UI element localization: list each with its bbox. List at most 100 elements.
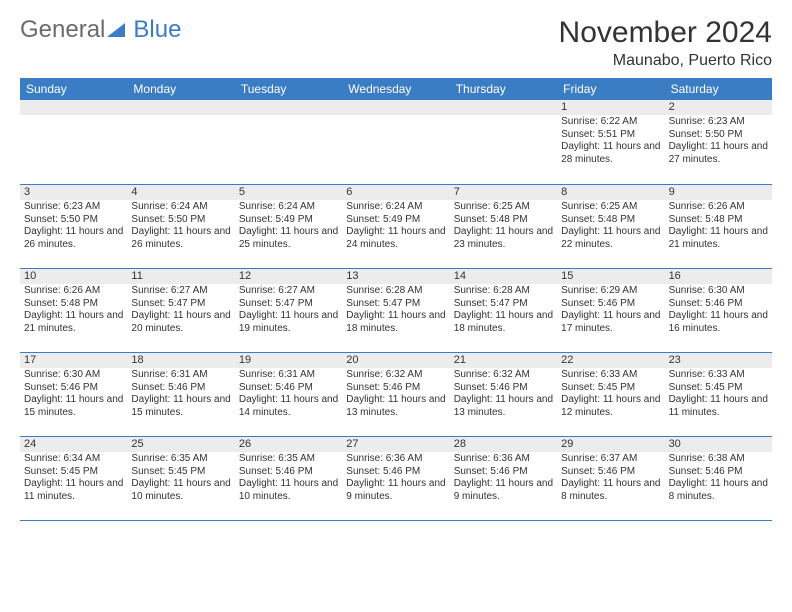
weekday-header: Saturday bbox=[665, 78, 772, 100]
day-details: Sunrise: 6:32 AMSunset: 5:46 PMDaylight:… bbox=[450, 368, 557, 419]
day-cell: 29Sunrise: 6:37 AMSunset: 5:46 PMDayligh… bbox=[557, 436, 664, 520]
day-details: Sunrise: 6:26 AMSunset: 5:48 PMDaylight:… bbox=[20, 284, 127, 335]
day-number: 20 bbox=[342, 353, 449, 368]
day-number: 23 bbox=[665, 353, 772, 368]
day-cell: 10Sunrise: 6:26 AMSunset: 5:48 PMDayligh… bbox=[20, 268, 127, 352]
day-details: Sunrise: 6:24 AMSunset: 5:50 PMDaylight:… bbox=[127, 200, 234, 251]
day-cell: 12Sunrise: 6:27 AMSunset: 5:47 PMDayligh… bbox=[235, 268, 342, 352]
day-cell: 9Sunrise: 6:26 AMSunset: 5:48 PMDaylight… bbox=[665, 184, 772, 268]
day-number: 16 bbox=[665, 269, 772, 284]
day-cell: 6Sunrise: 6:24 AMSunset: 5:49 PMDaylight… bbox=[342, 184, 449, 268]
day-cell: 7Sunrise: 6:25 AMSunset: 5:48 PMDaylight… bbox=[450, 184, 557, 268]
day-cell bbox=[20, 100, 127, 184]
day-number: 6 bbox=[342, 185, 449, 200]
day-cell: 27Sunrise: 6:36 AMSunset: 5:46 PMDayligh… bbox=[342, 436, 449, 520]
day-cell: 11Sunrise: 6:27 AMSunset: 5:47 PMDayligh… bbox=[127, 268, 234, 352]
day-details: Sunrise: 6:31 AMSunset: 5:46 PMDaylight:… bbox=[235, 368, 342, 419]
day-details: Sunrise: 6:31 AMSunset: 5:46 PMDaylight:… bbox=[127, 368, 234, 419]
day-cell: 28Sunrise: 6:36 AMSunset: 5:46 PMDayligh… bbox=[450, 436, 557, 520]
day-details: Sunrise: 6:27 AMSunset: 5:47 PMDaylight:… bbox=[235, 284, 342, 335]
weekday-header: Tuesday bbox=[235, 78, 342, 100]
header: General Blue November 2024 Maunabo, Puer… bbox=[20, 16, 772, 70]
day-number: 3 bbox=[20, 185, 127, 200]
day-cell: 30Sunrise: 6:38 AMSunset: 5:46 PMDayligh… bbox=[665, 436, 772, 520]
day-cell: 3Sunrise: 6:23 AMSunset: 5:50 PMDaylight… bbox=[20, 184, 127, 268]
day-number: 13 bbox=[342, 269, 449, 284]
day-cell: 14Sunrise: 6:28 AMSunset: 5:47 PMDayligh… bbox=[450, 268, 557, 352]
day-number: 29 bbox=[557, 437, 664, 452]
day-number: 2 bbox=[665, 100, 772, 115]
day-cell bbox=[127, 100, 234, 184]
day-details: Sunrise: 6:30 AMSunset: 5:46 PMDaylight:… bbox=[20, 368, 127, 419]
day-cell: 21Sunrise: 6:32 AMSunset: 5:46 PMDayligh… bbox=[450, 352, 557, 436]
page-title: November 2024 bbox=[559, 16, 772, 50]
day-cell: 23Sunrise: 6:33 AMSunset: 5:45 PMDayligh… bbox=[665, 352, 772, 436]
day-details: Sunrise: 6:38 AMSunset: 5:46 PMDaylight:… bbox=[665, 452, 772, 503]
day-cell: 20Sunrise: 6:32 AMSunset: 5:46 PMDayligh… bbox=[342, 352, 449, 436]
day-cell: 17Sunrise: 6:30 AMSunset: 5:46 PMDayligh… bbox=[20, 352, 127, 436]
day-number: 14 bbox=[450, 269, 557, 284]
title-block: November 2024 Maunabo, Puerto Rico bbox=[559, 16, 772, 70]
day-number: 15 bbox=[557, 269, 664, 284]
calendar: Sunday Monday Tuesday Wednesday Thursday… bbox=[20, 78, 772, 521]
day-number: 4 bbox=[127, 185, 234, 200]
day-number: 24 bbox=[20, 437, 127, 452]
day-details: Sunrise: 6:29 AMSunset: 5:46 PMDaylight:… bbox=[557, 284, 664, 335]
day-number: 27 bbox=[342, 437, 449, 452]
day-number: 30 bbox=[665, 437, 772, 452]
day-number: 12 bbox=[235, 269, 342, 284]
logo-text-general: General bbox=[20, 16, 105, 44]
day-cell: 22Sunrise: 6:33 AMSunset: 5:45 PMDayligh… bbox=[557, 352, 664, 436]
day-number: 18 bbox=[127, 353, 234, 368]
day-cell: 19Sunrise: 6:31 AMSunset: 5:46 PMDayligh… bbox=[235, 352, 342, 436]
day-cell: 24Sunrise: 6:34 AMSunset: 5:45 PMDayligh… bbox=[20, 436, 127, 520]
day-details: Sunrise: 6:25 AMSunset: 5:48 PMDaylight:… bbox=[450, 200, 557, 251]
weekday-header: Thursday bbox=[450, 78, 557, 100]
day-number: 26 bbox=[235, 437, 342, 452]
day-number: 10 bbox=[20, 269, 127, 284]
day-details: Sunrise: 6:24 AMSunset: 5:49 PMDaylight:… bbox=[235, 200, 342, 251]
logo-triangle-icon bbox=[107, 23, 125, 37]
day-details: Sunrise: 6:23 AMSunset: 5:50 PMDaylight:… bbox=[665, 115, 772, 166]
day-cell: 8Sunrise: 6:25 AMSunset: 5:48 PMDaylight… bbox=[557, 184, 664, 268]
weekday-header: Monday bbox=[127, 78, 234, 100]
day-number: 9 bbox=[665, 185, 772, 200]
weekday-header: Friday bbox=[557, 78, 664, 100]
day-number bbox=[450, 100, 557, 115]
day-details: Sunrise: 6:22 AMSunset: 5:51 PMDaylight:… bbox=[557, 115, 664, 166]
day-details: Sunrise: 6:25 AMSunset: 5:48 PMDaylight:… bbox=[557, 200, 664, 251]
day-details: Sunrise: 6:37 AMSunset: 5:46 PMDaylight:… bbox=[557, 452, 664, 503]
day-number: 11 bbox=[127, 269, 234, 284]
day-cell: 1Sunrise: 6:22 AMSunset: 5:51 PMDaylight… bbox=[557, 100, 664, 184]
day-details: Sunrise: 6:26 AMSunset: 5:48 PMDaylight:… bbox=[665, 200, 772, 251]
day-number: 17 bbox=[20, 353, 127, 368]
day-cell: 18Sunrise: 6:31 AMSunset: 5:46 PMDayligh… bbox=[127, 352, 234, 436]
day-number bbox=[127, 100, 234, 115]
day-details: Sunrise: 6:36 AMSunset: 5:46 PMDaylight:… bbox=[342, 452, 449, 503]
logo-text-blue: Blue bbox=[133, 16, 181, 44]
day-details: Sunrise: 6:28 AMSunset: 5:47 PMDaylight:… bbox=[450, 284, 557, 335]
day-details: Sunrise: 6:34 AMSunset: 5:45 PMDaylight:… bbox=[20, 452, 127, 503]
day-number: 5 bbox=[235, 185, 342, 200]
day-number: 25 bbox=[127, 437, 234, 452]
day-cell bbox=[235, 100, 342, 184]
day-details: Sunrise: 6:35 AMSunset: 5:46 PMDaylight:… bbox=[235, 452, 342, 503]
day-details: Sunrise: 6:33 AMSunset: 5:45 PMDaylight:… bbox=[557, 368, 664, 419]
weekday-header: Sunday bbox=[20, 78, 127, 100]
day-cell bbox=[450, 100, 557, 184]
day-details: Sunrise: 6:24 AMSunset: 5:49 PMDaylight:… bbox=[342, 200, 449, 251]
day-details: Sunrise: 6:35 AMSunset: 5:45 PMDaylight:… bbox=[127, 452, 234, 503]
day-cell: 16Sunrise: 6:30 AMSunset: 5:46 PMDayligh… bbox=[665, 268, 772, 352]
location: Maunabo, Puerto Rico bbox=[559, 52, 772, 70]
days-grid: 1Sunrise: 6:22 AMSunset: 5:51 PMDaylight… bbox=[20, 100, 772, 521]
day-number: 22 bbox=[557, 353, 664, 368]
day-details: Sunrise: 6:28 AMSunset: 5:47 PMDaylight:… bbox=[342, 284, 449, 335]
day-number: 28 bbox=[450, 437, 557, 452]
day-number: 7 bbox=[450, 185, 557, 200]
day-details: Sunrise: 6:27 AMSunset: 5:47 PMDaylight:… bbox=[127, 284, 234, 335]
weekday-header: Wednesday bbox=[342, 78, 449, 100]
day-details: Sunrise: 6:36 AMSunset: 5:46 PMDaylight:… bbox=[450, 452, 557, 503]
day-cell: 25Sunrise: 6:35 AMSunset: 5:45 PMDayligh… bbox=[127, 436, 234, 520]
day-details: Sunrise: 6:32 AMSunset: 5:46 PMDaylight:… bbox=[342, 368, 449, 419]
day-cell bbox=[342, 100, 449, 184]
